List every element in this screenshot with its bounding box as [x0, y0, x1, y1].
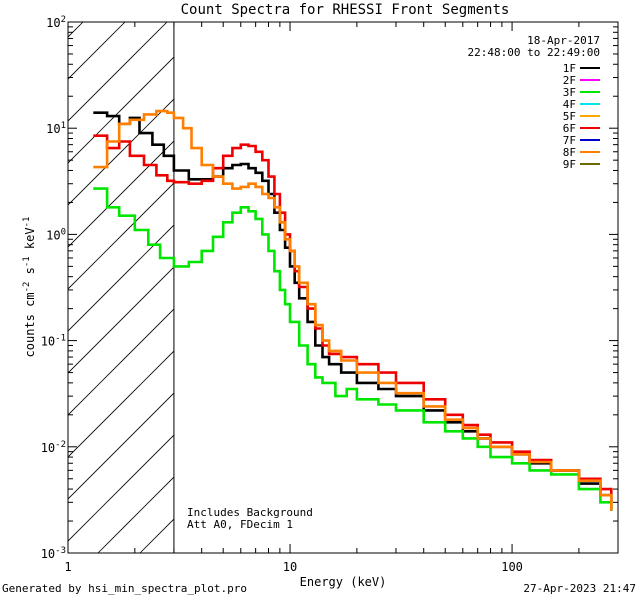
legend-label-3F: 3F [563, 86, 576, 99]
y-tick-exponent: -3 [55, 546, 66, 556]
y-tick-exponent: 1 [61, 121, 66, 131]
hatch-line [68, 182, 174, 290]
legend-label-9F: 9F [563, 158, 576, 171]
legend-label-4F: 4F [563, 98, 576, 111]
legend-label-7F: 7F [563, 134, 576, 147]
footer-timestamp: 27-Apr-2023 21:47 [523, 582, 636, 595]
y-tick-label: 101 [46, 121, 66, 136]
y-tick-exponent: 2 [61, 15, 66, 25]
series-6F [93, 134, 613, 503]
legend-label-8F: 8F [563, 146, 576, 159]
x-tick-label: 100 [501, 560, 523, 574]
y-tick-label: 102 [46, 15, 66, 30]
series-3F [93, 187, 613, 511]
series-layer [93, 109, 613, 511]
plot-frame [67, 21, 619, 554]
annotation-background: Includes Background [187, 506, 313, 519]
x-tick-labels: 1 10 100 [64, 560, 523, 574]
hatch-line [68, 350, 174, 458]
hatch-line [68, 224, 174, 332]
legend-label-5F: 5F [563, 110, 576, 123]
y-tick-exponent: -2 [55, 440, 66, 450]
hatch-line [68, 392, 174, 500]
legend-label-2F: 2F [563, 74, 576, 87]
x-axis-label: Energy (keV) [300, 575, 387, 589]
hatch-line [0, 0, 110, 553]
legend-date: 18-Apr-2017 [527, 34, 600, 47]
legend-label-6F: 6F [563, 122, 576, 135]
hatch-line [68, 308, 174, 416]
y-tick-label: 10-1 [41, 334, 66, 349]
hatch-line [68, 266, 174, 374]
y-tick-label: 100 [46, 227, 66, 242]
annotation-attenuator: Att A0, FDecim 1 [187, 518, 293, 531]
y-tick-exponent: 0 [61, 227, 66, 237]
hatch-line [68, 98, 174, 206]
legend-label-1F: 1F [563, 62, 576, 75]
y-tick-label: 10-2 [41, 440, 66, 455]
x-tick-label: 10 [283, 560, 297, 574]
y-tick-label: 10-3 [41, 546, 66, 561]
chart-title: Count Spectra for RHESSI Front Segments [181, 2, 510, 18]
y-tick-exponent: -1 [55, 334, 66, 344]
hatch-line [68, 140, 174, 248]
series-8F [93, 109, 613, 511]
axis-ticks [67, 22, 619, 554]
x-tick-label: 1 [64, 560, 71, 574]
y-axis-label: counts cm-2 s-1 keV-1 [22, 217, 37, 358]
footer-generated-by: Generated by hsi_min_spectra_plot.pro [2, 582, 248, 595]
hatch-line [68, 22, 126, 80]
hatch-line [68, 434, 174, 542]
hatch-line [266, 0, 640, 553]
hatch-line [68, 22, 168, 122]
legend-time-range: 22:48:00 to 22:49:00 [468, 46, 600, 59]
hatched-region [0, 0, 640, 553]
